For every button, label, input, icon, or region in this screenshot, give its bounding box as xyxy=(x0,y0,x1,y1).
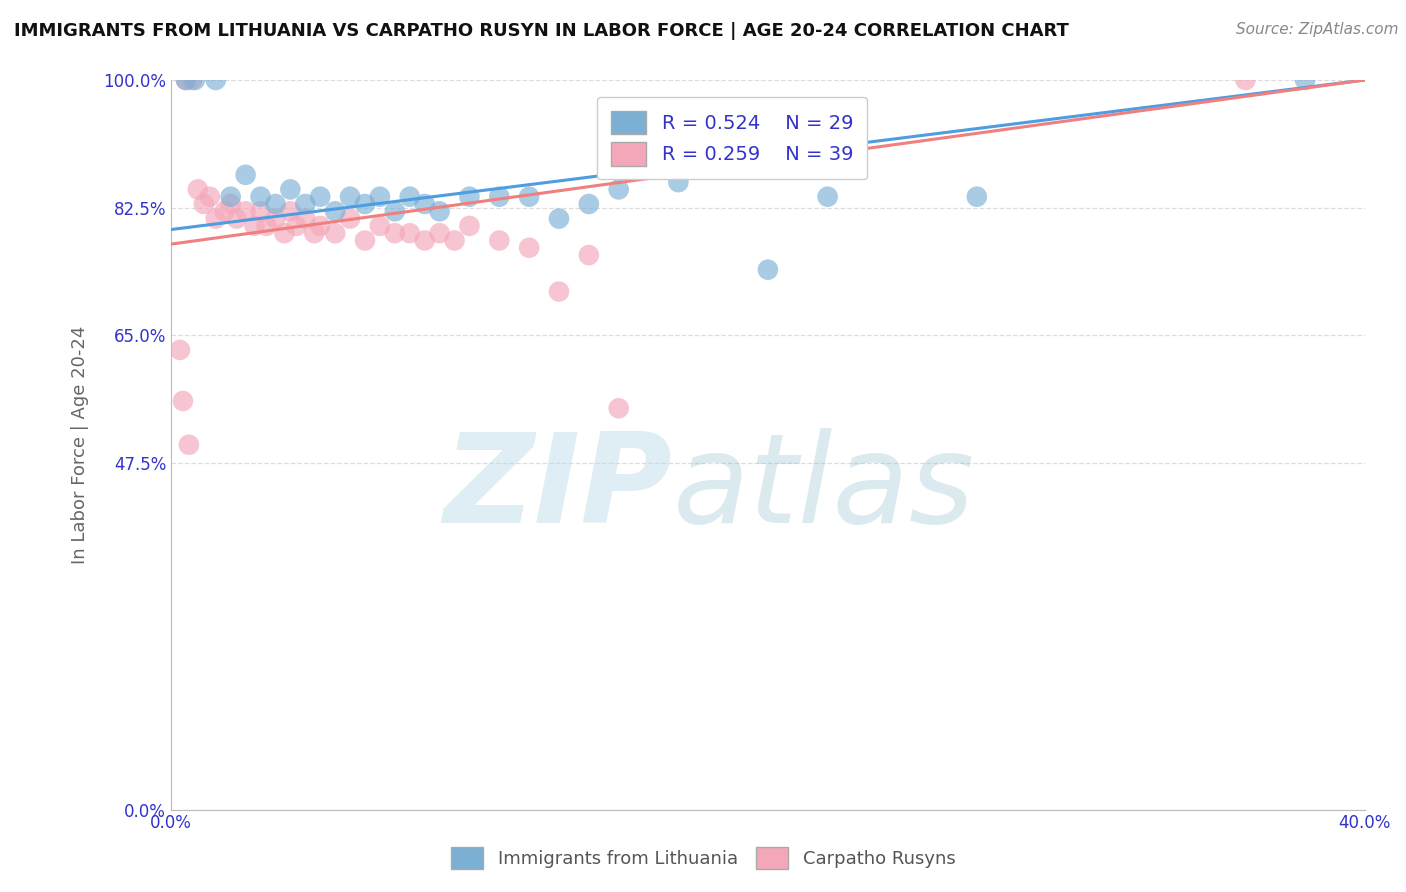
Point xyxy=(256,219,278,233)
Text: ZIP: ZIP xyxy=(444,428,672,549)
Point xyxy=(249,204,271,219)
Point xyxy=(756,262,779,277)
Point xyxy=(339,211,361,226)
Point xyxy=(184,73,207,87)
Point xyxy=(607,182,630,196)
Point xyxy=(666,175,689,189)
Point xyxy=(219,190,242,204)
Point xyxy=(243,219,266,233)
Point xyxy=(294,211,316,226)
Point xyxy=(180,73,202,87)
Point xyxy=(354,234,377,248)
Point xyxy=(249,190,271,204)
Point xyxy=(172,394,194,409)
Point xyxy=(174,73,197,87)
Point xyxy=(235,204,257,219)
Point xyxy=(214,204,236,219)
Point xyxy=(1234,73,1257,87)
Point xyxy=(323,226,346,240)
Point xyxy=(273,226,295,240)
Point xyxy=(607,401,630,416)
Point xyxy=(204,211,226,226)
Point xyxy=(966,190,988,204)
Point xyxy=(280,182,302,196)
Point xyxy=(398,190,420,204)
Point xyxy=(280,204,302,219)
Point xyxy=(413,234,436,248)
Point xyxy=(309,190,332,204)
Text: atlas: atlas xyxy=(672,428,974,549)
Point xyxy=(304,226,326,240)
Point xyxy=(264,197,287,211)
Point xyxy=(384,226,406,240)
Point xyxy=(1294,73,1316,87)
Point xyxy=(174,73,197,87)
Point xyxy=(204,73,226,87)
Point xyxy=(488,190,510,204)
Point xyxy=(354,197,377,211)
Point xyxy=(443,234,465,248)
Point xyxy=(548,211,571,226)
Point xyxy=(488,234,510,248)
Legend: Immigrants from Lithuania, Carpatho Rusyns: Immigrants from Lithuania, Carpatho Rusy… xyxy=(441,838,965,879)
Point xyxy=(187,182,209,196)
Point xyxy=(413,197,436,211)
Point xyxy=(398,226,420,240)
Point xyxy=(384,204,406,219)
Point xyxy=(323,204,346,219)
Point xyxy=(294,197,316,211)
Point xyxy=(458,190,481,204)
Point xyxy=(429,226,451,240)
Point xyxy=(198,190,221,204)
Point xyxy=(517,241,540,255)
Point xyxy=(235,168,257,182)
Point xyxy=(193,197,215,211)
Point xyxy=(368,190,391,204)
Legend: R = 0.524    N = 29, R = 0.259    N = 39: R = 0.524 N = 29, R = 0.259 N = 39 xyxy=(598,97,866,179)
Point xyxy=(368,219,391,233)
Text: Source: ZipAtlas.com: Source: ZipAtlas.com xyxy=(1236,22,1399,37)
Y-axis label: In Labor Force | Age 20-24: In Labor Force | Age 20-24 xyxy=(72,326,89,564)
Point xyxy=(578,197,600,211)
Point xyxy=(309,219,332,233)
Point xyxy=(264,211,287,226)
Point xyxy=(817,190,839,204)
Point xyxy=(458,219,481,233)
Point xyxy=(219,197,242,211)
Point xyxy=(177,438,200,452)
Point xyxy=(429,204,451,219)
Point xyxy=(517,190,540,204)
Point xyxy=(225,211,247,226)
Point xyxy=(169,343,191,357)
Text: IMMIGRANTS FROM LITHUANIA VS CARPATHO RUSYN IN LABOR FORCE | AGE 20-24 CORRELATI: IMMIGRANTS FROM LITHUANIA VS CARPATHO RU… xyxy=(14,22,1069,40)
Point xyxy=(548,285,571,299)
Point xyxy=(285,219,308,233)
Point xyxy=(578,248,600,262)
Point xyxy=(339,190,361,204)
